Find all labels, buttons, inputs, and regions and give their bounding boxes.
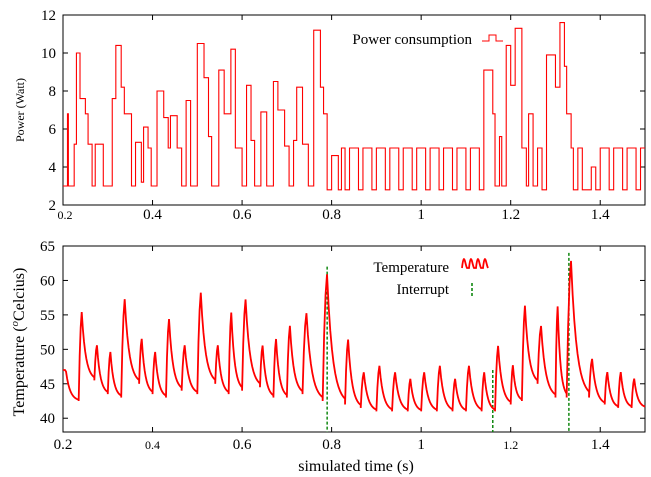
power-x-tick-label: 1 [417,207,425,223]
power-y-tick-label: 10 [41,46,56,62]
temperature-y-label-super: o [9,320,21,326]
temperature-y-tick-label: 40 [40,411,55,427]
temperature-line [63,260,646,412]
temperature-x-tick-label: 0.8 [322,437,341,453]
x-axis-label: simulated time (s) [298,458,414,475]
power-chart: 0.2 0.4 0.6 0.8 1 1.2 1.4 2 4 6 8 10 12 Power (Watt)… [13,8,646,223]
power-x-tick-label: 0.2 [58,208,73,222]
power-y-tick-label: 12 [41,8,56,24]
temperature-chart: 0.2 0.4 0.6 0.8 1 1.2 1.4 40 45 50 55 60 65 Temperat… [9,239,646,475]
power-x-tick-label: 0.8 [322,207,341,223]
power-ticks: 0.2 0.4 0.6 0.8 1 1.2 1.4 2 4 6 8 10 12 [41,8,645,223]
power-y-tick-label: 2 [49,198,57,214]
power-consumption-line [63,22,645,191]
temperature-plot-frame [62,245,646,433]
power-series [63,22,645,191]
power-y-tick-label: 4 [49,160,57,176]
temperature-y-tick-label: 55 [40,308,55,324]
temperature-y-label-prefix: Temperature ( [11,326,28,416]
temperature-y-tick-label: 60 [40,273,55,289]
power-x-tick-label: 1.2 [501,207,520,223]
power-y-axis-label: Power (Watt) [13,78,27,142]
temperature-legend-swatch [461,258,489,269]
temperature-y-tick-label: 50 [40,342,55,358]
temperature-x-tick-label: 0.4 [145,438,160,452]
temperature-x-tick-label: 1.4 [591,437,610,453]
power-y-tick-label: 8 [49,84,57,100]
power-legend-label: Power consumption [352,32,472,48]
temperature-y-label-suffix: Celcius) [11,268,28,321]
temperature-y-axis-label: Temperature (oCelcius) [9,268,28,417]
temperature-x-tick-label: 1 [417,437,425,453]
power-x-tick-label: 1.4 [591,207,610,223]
power-legend: Power consumption [352,32,503,48]
power-plot-frame [62,14,646,206]
temperature-y-tick-label: 65 [40,239,55,255]
temperature-y-tick-label: 45 [40,377,55,393]
temperature-legend: Temperature Interrupt [373,258,489,298]
temperature-legend-label: Temperature [373,260,449,276]
temperature-ticks: 0.2 0.4 0.6 0.8 1 1.2 1.4 40 45 50 55 60 65 [40,239,645,453]
temperature-x-tick-label: 1.2 [503,438,518,452]
power-x-tick-label: 0.6 [233,207,252,223]
temperature-x-tick-label: 0.2 [54,437,73,453]
power-x-tick-label: 0.4 [143,207,162,223]
temperature-x-tick-label: 0.6 [233,437,252,453]
interrupt-legend-label: Interrupt [397,282,450,298]
power-y-tick-label: 6 [49,122,57,138]
temperature-series [63,260,646,412]
power-legend-swatch [482,34,503,42]
